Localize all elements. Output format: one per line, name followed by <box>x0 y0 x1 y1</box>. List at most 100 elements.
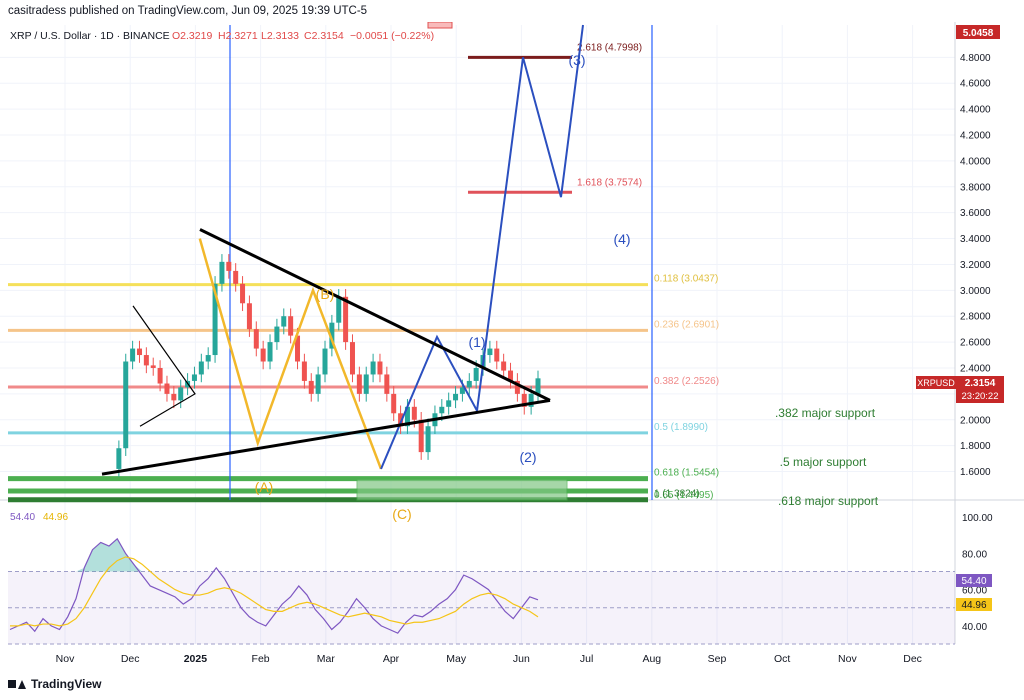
candle-body <box>178 387 184 401</box>
rsi-ma-line <box>10 556 539 627</box>
fib-levels: 0.118 (3.0437) 0.236 (2.6901) 0.382 (2.252… <box>8 21 719 503</box>
symbol-tag <box>916 376 956 389</box>
rsi-value-tag <box>956 574 992 587</box>
candle-body <box>123 361 129 449</box>
candle-body <box>501 361 507 371</box>
support-note: .5 major support <box>780 455 867 469</box>
corrective-wave-label: (C) <box>392 506 411 522</box>
candle-body <box>459 387 465 394</box>
price-axis[interactable]: 4.8000 4.6000 4.4000 4.2000 4.0000 3.8000 3.60… <box>960 53 991 478</box>
candle-body <box>370 361 376 375</box>
price-pane[interactable] <box>0 22 955 500</box>
top-price-tag-text: 5.0458 <box>963 28 994 39</box>
price-tick-label: 4.6000 <box>960 79 991 90</box>
time-tick-label: Apr <box>383 653 400 665</box>
early-triangle <box>132 305 196 427</box>
last-price-tag <box>956 376 1004 403</box>
symbol-tag-text: XRPUSD <box>917 378 955 388</box>
tradingview-wordmark: TradingView <box>31 677 102 691</box>
price-tick-label: 2.8000 <box>960 312 991 323</box>
candle-body <box>425 426 431 453</box>
top-marker <box>427 21 453 29</box>
candle-body <box>308 380 314 394</box>
corrective-wave-path <box>198 238 383 470</box>
fib-label: 0.5 (1.8990) <box>654 422 708 433</box>
tradingview-icon <box>8 678 26 690</box>
candle-body <box>198 361 204 375</box>
ohlc-change: −0.0051 (−0.22%) <box>350 30 434 42</box>
support-note: .618 major support <box>778 494 879 508</box>
ohlc-high: H2.3271 <box>218 30 258 42</box>
chart-frame[interactable]: 0.118 (3.0437) 0.236 (2.6901) 0.382 (2.252… <box>0 21 1024 666</box>
chart-labels: (A) (B) (C) (1) (2) (3) (4) .382 major support.… <box>255 52 879 522</box>
candle-body <box>418 419 424 453</box>
fib-label: 0.118 (3.0437) <box>654 274 718 285</box>
price-tick-label: 3.6000 <box>960 208 991 219</box>
candle-body <box>191 374 197 381</box>
candle-body <box>205 355 211 362</box>
rsi-pane[interactable]: 100.00 80.00 60.00 40.00 <box>8 513 993 645</box>
candle-body <box>157 367 163 384</box>
candle-body <box>301 361 307 381</box>
candle-body <box>343 296 349 343</box>
rsi-tick-label: 60.00 <box>962 586 987 597</box>
candle-body <box>446 400 452 407</box>
time-tick-label: Sep <box>708 653 727 665</box>
time-tick-label: 2025 <box>184 653 208 665</box>
rsi-line <box>9 537 539 634</box>
candle-body <box>240 283 246 304</box>
candle-body <box>260 348 266 362</box>
candle-body <box>391 393 397 414</box>
candle-body <box>398 413 404 427</box>
wave-paths <box>101 24 584 476</box>
time-axis[interactable]: Nov Dec 2025 Feb Mar Apr May Jun Jul Aug Sep Oct Nov… <box>56 653 922 665</box>
candle-body <box>494 348 500 362</box>
impulse-wave-label: (4) <box>613 231 630 247</box>
impulse-wave-label: (3) <box>568 52 585 68</box>
rsi-ma-label: 44.96 <box>43 512 68 523</box>
time-tick-label: Oct <box>774 653 790 665</box>
candle-body <box>136 348 142 356</box>
symbol-name: XRP / U.S. Dollar · 1D · BINANCE <box>10 30 170 42</box>
impulse-wave-label: (2) <box>519 449 536 465</box>
price-tick-label: 1.6000 <box>960 467 991 478</box>
support-note: .382 major support <box>775 406 876 420</box>
price-tick-label: 3.8000 <box>960 182 991 193</box>
candle-body <box>219 261 225 284</box>
fib-label: 0.236 (2.6901) <box>654 319 719 330</box>
candle-body <box>363 374 369 394</box>
candle-body <box>514 380 520 394</box>
time-tick-label: Dec <box>903 653 922 665</box>
candle-body <box>349 342 355 375</box>
rsi-ma-tag <box>956 598 992 611</box>
candle-body <box>288 316 294 336</box>
candle-body <box>267 342 273 362</box>
candle-body <box>315 374 321 394</box>
impulse-wave-label: (1) <box>468 334 485 350</box>
tradingview-logo[interactable]: TradingView <box>8 677 101 691</box>
candle-body <box>404 406 410 427</box>
candle-body <box>226 261 232 271</box>
price-tick-label: 4.0000 <box>960 156 991 167</box>
corrective-wave-label: (A) <box>255 479 274 495</box>
candle-body <box>473 367 479 381</box>
candle-body <box>377 361 383 375</box>
triangle-upper-line <box>199 228 551 402</box>
candle-body <box>246 303 252 330</box>
fib-label: 0.382 (2.2526) <box>654 376 719 387</box>
time-tick-label: May <box>446 653 467 665</box>
top-price-tag <box>956 25 1000 39</box>
candle-body <box>384 374 390 394</box>
time-tick-label: Aug <box>642 653 661 665</box>
time-tick-label: Jun <box>513 653 530 665</box>
fib-label: 0.65 (1.4495) <box>654 490 714 501</box>
extension-label: 1.618 (3.7574) <box>577 177 642 188</box>
fib-label: 1 (1.3824) <box>654 489 700 500</box>
candle-body <box>171 393 177 401</box>
fib-label: 0.618 (1.5454) <box>654 468 719 479</box>
xrp-chart[interactable]: 0.118 (3.0437) 0.236 (2.6901) 0.382 (2.252… <box>0 21 1024 666</box>
support-zone-box <box>356 478 568 501</box>
candle-body <box>453 393 459 401</box>
rsi-value-tag-text: 54.40 <box>961 576 986 587</box>
time-tick-label: Feb <box>252 653 270 665</box>
